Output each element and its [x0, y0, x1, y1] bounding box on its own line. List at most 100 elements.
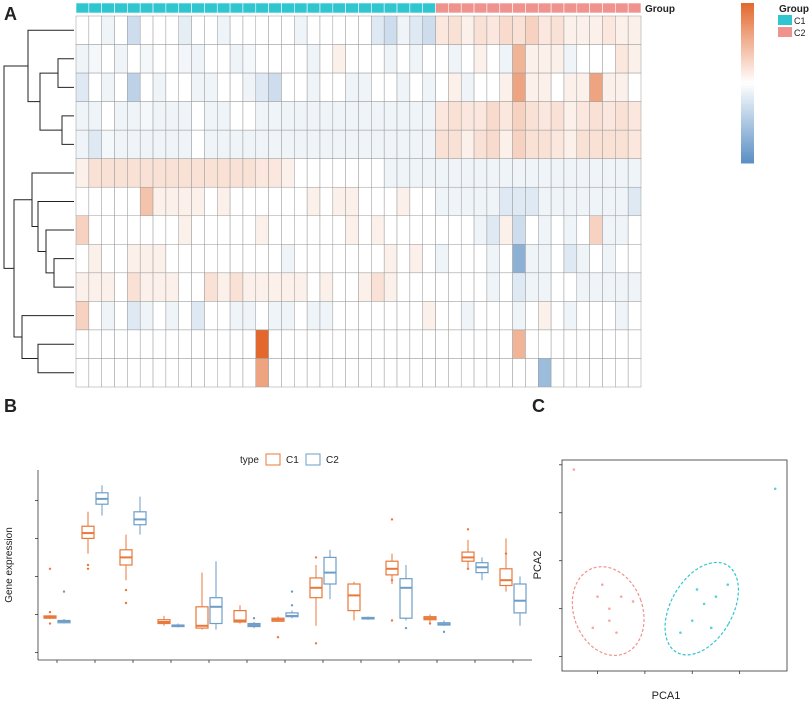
- heatmap-cell: [191, 44, 205, 74]
- heatmap-cell: [576, 101, 590, 131]
- heatmap-cell: [281, 244, 295, 274]
- group-annotation-cell: [319, 2, 334, 14]
- heatmap-cell: [217, 101, 231, 131]
- pca-point: [608, 619, 611, 622]
- heatmap-cell: [473, 215, 488, 245]
- heatmap-cell: [550, 186, 565, 217]
- heatmap-cell: [319, 272, 334, 302]
- heatmap-cell: [422, 215, 436, 245]
- heatmap-cell: [332, 358, 346, 388]
- box-outlier: [404, 626, 408, 630]
- heatmap-cell: [602, 186, 616, 217]
- heatmap-cell: [371, 101, 385, 131]
- heatmap-cell: [473, 272, 488, 302]
- heatmap-cell: [306, 158, 321, 188]
- heatmap-cell: [229, 44, 244, 74]
- heatmap-cell: [550, 329, 565, 359]
- heatmap-cell: [473, 301, 488, 331]
- heatmap-cell: [499, 158, 513, 188]
- colorbar-segment: [741, 24, 754, 28]
- heatmap-cell: [75, 358, 90, 388]
- heatmap-cell: [75, 244, 90, 274]
- heatmap-cell: [255, 101, 269, 131]
- heatmap-cell: [435, 15, 449, 45]
- group-annotation-cell: [127, 2, 141, 14]
- heatmap-cell: [319, 72, 334, 102]
- heatmap-cell: [358, 186, 372, 217]
- heatmap-cell: [139, 101, 154, 131]
- heatmap-cell: [358, 101, 372, 131]
- colorbar-segment: [741, 48, 754, 52]
- heatmap-cell: [422, 101, 436, 131]
- heatmap-cell: [217, 244, 231, 274]
- heatmap-cell: [525, 329, 539, 359]
- heatmap-cell: [152, 244, 167, 274]
- heatmap-cell: [550, 301, 565, 331]
- heatmap-cell: [460, 244, 475, 274]
- heatmap-cell: [191, 329, 205, 359]
- group-annotation-cell: [281, 2, 295, 14]
- heatmap-cell: [525, 272, 539, 302]
- heatmap-cell: [589, 101, 603, 131]
- heatmap-cell: [383, 358, 398, 388]
- heatmap-cell: [602, 358, 616, 388]
- heatmap-cell: [268, 358, 282, 388]
- heatmap-cell: [152, 186, 167, 217]
- group-annotation-cell: [255, 2, 269, 14]
- pca-point: [591, 626, 595, 630]
- heatmap-cell: [473, 358, 488, 388]
- heatmap-cell: [332, 215, 346, 245]
- heatmap-cell: [229, 358, 244, 388]
- heatmap-cell: [114, 129, 128, 159]
- group-annotation-cell: [512, 2, 526, 14]
- pca-point: [702, 602, 706, 606]
- heatmap-cell: [371, 329, 385, 359]
- heatmap-cell: [332, 301, 346, 331]
- heatmap-cell: [255, 72, 269, 102]
- heatmap-cell: [152, 72, 167, 102]
- heatmap-cell: [358, 358, 372, 388]
- heatmap-cell: [460, 15, 475, 45]
- colorbar-segment: [741, 136, 754, 140]
- heatmap-cell: [217, 358, 231, 388]
- heatmap-cell: [473, 158, 488, 188]
- heatmap-cell: [550, 272, 565, 302]
- heatmap-cell: [294, 329, 308, 359]
- dendrogram-branch: [53, 258, 74, 288]
- colorbar-segment: [741, 13, 754, 17]
- heatmap-cell: [371, 244, 385, 274]
- heatmap-cell: [217, 129, 231, 159]
- heatmap-cell: [191, 358, 205, 388]
- heatmap-cell: [525, 186, 539, 217]
- heatmap-cell: [627, 358, 642, 388]
- heatmap-cell: [602, 101, 616, 131]
- heatmap-cell: [345, 158, 359, 188]
- group-annotation-cell: [191, 2, 205, 14]
- colorbar-segment: [741, 72, 754, 76]
- heatmap-cell: [191, 186, 205, 217]
- heatmap-cell: [576, 158, 590, 188]
- heatmap-cell: [75, 44, 90, 74]
- group-annotation-cell: [204, 2, 218, 14]
- box-outlier: [314, 642, 318, 645]
- heatmap-cell: [409, 215, 423, 245]
- box-outlier: [314, 556, 318, 559]
- heatmap-cell: [165, 15, 179, 45]
- heatmap-cell: [396, 244, 411, 274]
- heatmap-cell: [101, 158, 115, 188]
- heatmap-cell: [88, 186, 102, 217]
- colorbar-segment: [741, 123, 754, 127]
- heatmap-cell: [460, 72, 475, 102]
- dendrogram-branch: [13, 199, 32, 338]
- heatmap-cell: [319, 244, 334, 274]
- heatmap-cell: [525, 215, 539, 245]
- heatmap-cell: [332, 44, 346, 74]
- heatmap-cell: [178, 72, 192, 102]
- heatmap-cell: [229, 215, 244, 245]
- heatmap-cell: [139, 244, 154, 274]
- heatmap-cell: [127, 301, 141, 331]
- heatmap-cell: [435, 301, 449, 331]
- heatmap-cell: [383, 158, 398, 188]
- heatmap-cell: [332, 101, 346, 131]
- dendrogram-branch: [37, 201, 74, 252]
